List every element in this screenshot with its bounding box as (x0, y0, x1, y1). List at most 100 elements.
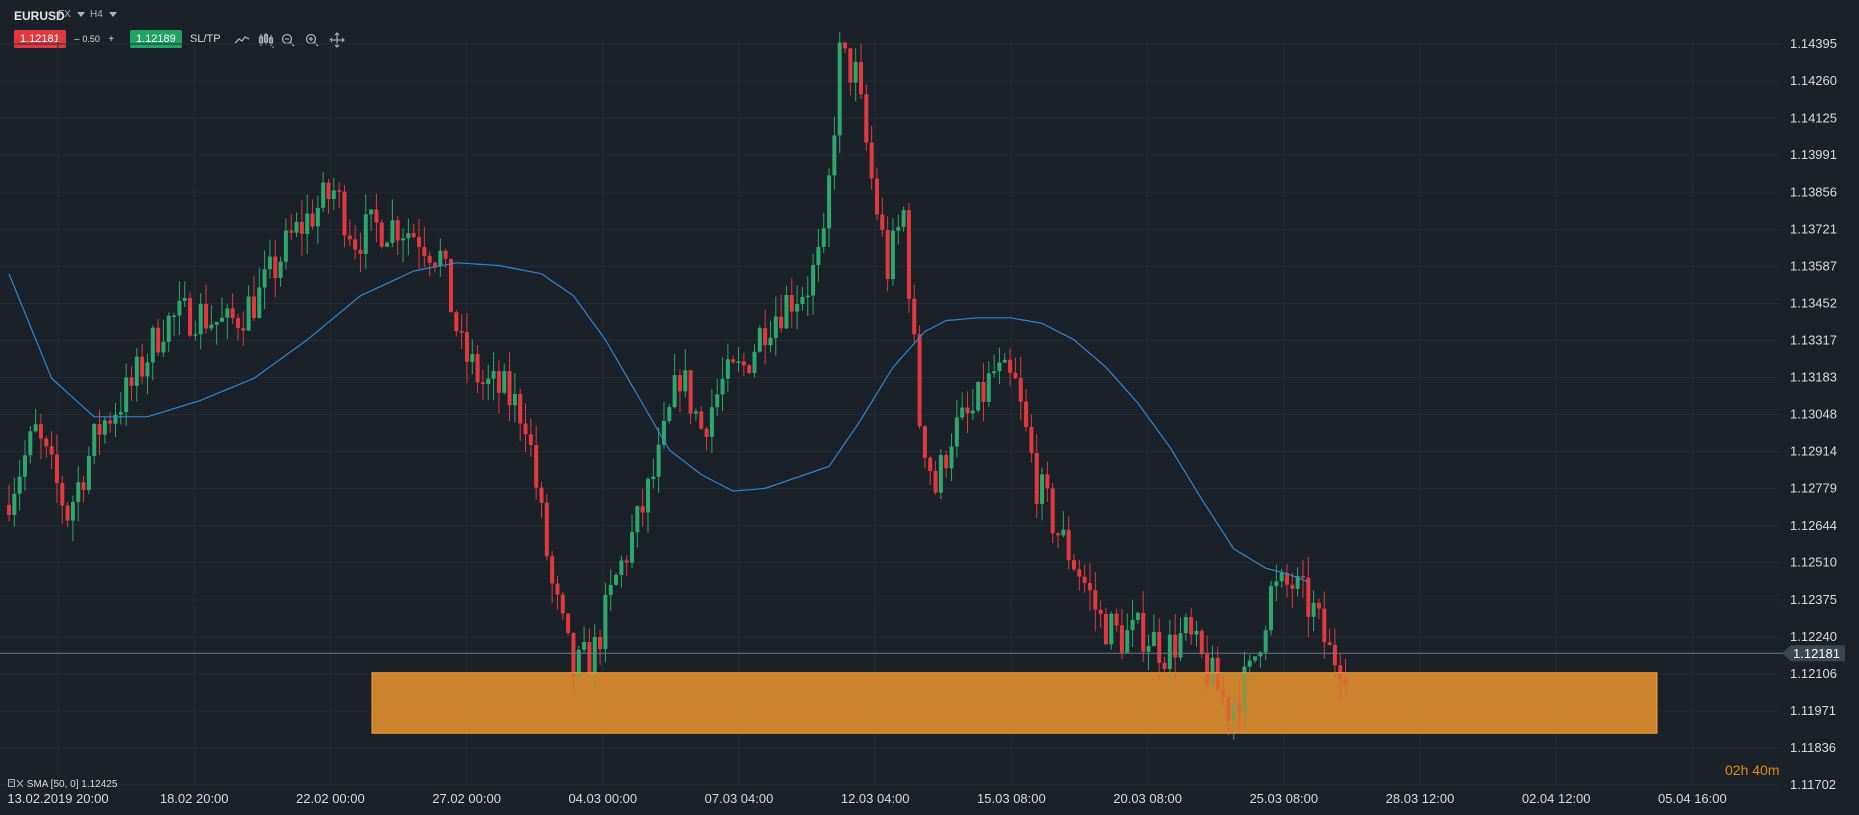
candle (44, 435, 49, 458)
candle (677, 369, 682, 413)
candle-body (630, 532, 635, 563)
candle-body (784, 294, 789, 329)
candle-body (837, 42, 842, 136)
candle-body (933, 470, 938, 493)
candle-body (1045, 474, 1050, 489)
candle (598, 629, 603, 665)
x-tick-label: 05.04 16:00 (1658, 791, 1727, 806)
candle-body (278, 261, 283, 278)
candle-body (944, 455, 949, 469)
candle-body (1162, 662, 1167, 669)
candle (188, 292, 193, 338)
candle (22, 440, 27, 491)
candle (736, 347, 741, 372)
candle-body (960, 407, 965, 418)
candle (129, 366, 134, 402)
candle (1008, 348, 1013, 387)
candle-body (204, 303, 209, 329)
indicator-legend[interactable]: SMA [50, 0] 1.12425 (8, 779, 117, 790)
candle-body (1146, 646, 1151, 652)
indicator-icons[interactable] (8, 779, 24, 788)
candle (1034, 434, 1039, 519)
candle-body (299, 221, 304, 234)
y-tick-label: 1.13048 (1790, 407, 1837, 422)
candle-body (44, 438, 49, 447)
candle (1290, 572, 1295, 609)
support-zone-rect[interactable] (371, 672, 1658, 734)
candle-body (38, 424, 43, 439)
candle-body (1002, 359, 1007, 363)
candle-body (369, 209, 374, 215)
candles-icon[interactable] (258, 32, 274, 48)
spread-minus[interactable]: – (74, 34, 80, 45)
candle-body (76, 482, 81, 503)
candle-body (608, 584, 613, 595)
candle-body (70, 502, 75, 521)
candle-body (1103, 613, 1108, 645)
symbol-label: EURUSD (14, 9, 65, 23)
candle-body (235, 318, 240, 329)
candle (651, 458, 656, 489)
sltp-button[interactable]: SL/TP (190, 33, 221, 45)
candle-body (1167, 634, 1172, 669)
candle (502, 363, 507, 395)
candle-body (198, 303, 203, 335)
candle-body (7, 504, 11, 515)
candle-body (848, 48, 853, 83)
candle (1093, 571, 1098, 632)
candle-body (475, 354, 480, 383)
candle (257, 267, 262, 319)
candle-body (528, 434, 533, 446)
candle-body (938, 455, 943, 493)
candle (1098, 600, 1103, 628)
candle-body (906, 210, 911, 299)
candle (614, 572, 619, 586)
timeframe-dropdown[interactable]: H4 (90, 9, 117, 20)
candle (379, 219, 384, 249)
candle-body (917, 334, 922, 427)
y-tick-label: 1.13587 (1790, 258, 1837, 273)
candle-body (1311, 602, 1316, 617)
candle (933, 460, 938, 495)
candle-body (1077, 569, 1082, 577)
candle-body (1114, 613, 1119, 626)
candle (1087, 563, 1092, 612)
candle-body (1258, 652, 1263, 657)
candle (731, 355, 736, 364)
candle (417, 219, 422, 269)
market-dropdown[interactable]: FX (58, 9, 85, 20)
candle-body (614, 574, 619, 585)
candle (827, 168, 832, 248)
candle-body (805, 295, 810, 298)
candle (198, 293, 203, 350)
candle (76, 466, 81, 522)
candle (150, 325, 155, 381)
candle-body (598, 636, 603, 650)
y-tick-label: 1.12644 (1790, 518, 1837, 533)
candle-body (283, 230, 288, 262)
candle-body (715, 394, 720, 408)
candle-body (182, 297, 187, 301)
line-chart-icon[interactable] (234, 32, 250, 48)
candle (869, 126, 874, 190)
candle-body (1141, 612, 1146, 652)
x-tick-label: 04.03 00:00 (568, 791, 637, 806)
candle-body (1082, 576, 1087, 584)
timeframe-label: H4 (90, 9, 103, 20)
candle-body (86, 455, 91, 490)
candle-body (1034, 453, 1039, 504)
candle (140, 343, 145, 385)
candle-body (1072, 560, 1076, 570)
candle-body (704, 428, 709, 437)
spread-plus[interactable]: + (108, 34, 115, 45)
candle-body (172, 315, 177, 318)
candle (550, 551, 555, 604)
crosshair-icon[interactable] (329, 32, 345, 48)
candle (374, 193, 379, 243)
candle (1050, 483, 1055, 544)
support-zone-overlay[interactable] (371, 672, 1658, 734)
y-tick-label: 1.13317 (1790, 333, 1837, 348)
candle-body (571, 632, 576, 678)
candle (1040, 467, 1045, 521)
